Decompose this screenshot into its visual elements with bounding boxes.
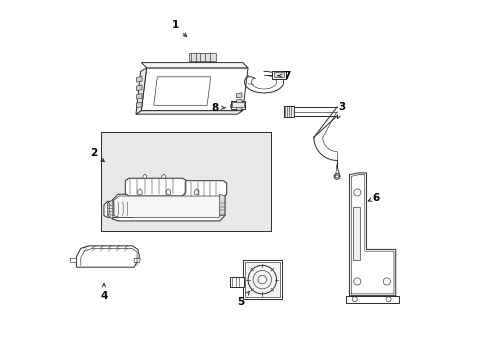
Polygon shape — [104, 201, 136, 217]
Text: 7: 7 — [277, 71, 290, 81]
Polygon shape — [138, 189, 142, 194]
Text: 1: 1 — [171, 20, 186, 37]
Polygon shape — [70, 258, 77, 262]
Polygon shape — [107, 199, 113, 219]
Polygon shape — [143, 174, 146, 178]
Bar — [283, 106, 293, 117]
Polygon shape — [137, 102, 142, 108]
Bar — [229, 104, 231, 107]
Polygon shape — [125, 178, 185, 196]
Bar — [230, 277, 244, 287]
Polygon shape — [141, 68, 247, 111]
Bar — [273, 72, 284, 77]
Polygon shape — [166, 189, 170, 194]
Polygon shape — [349, 173, 395, 296]
Bar — [242, 260, 281, 299]
Bar — [189, 53, 216, 61]
Text: 5: 5 — [237, 292, 249, 307]
Text: 4: 4 — [100, 283, 107, 301]
Bar — [352, 207, 359, 260]
Polygon shape — [194, 189, 199, 194]
Polygon shape — [236, 99, 242, 104]
Polygon shape — [153, 77, 210, 105]
Polygon shape — [113, 194, 224, 221]
Bar — [244, 262, 280, 297]
Text: 6: 6 — [367, 193, 379, 203]
Polygon shape — [137, 94, 142, 99]
Polygon shape — [162, 174, 165, 178]
Text: 3: 3 — [337, 102, 346, 118]
Polygon shape — [236, 93, 242, 98]
Bar — [232, 103, 244, 107]
Polygon shape — [236, 105, 242, 111]
Bar — [230, 101, 244, 109]
Bar — [101, 132, 271, 230]
Polygon shape — [114, 196, 223, 217]
Polygon shape — [137, 76, 142, 82]
Polygon shape — [77, 246, 139, 267]
Bar — [272, 71, 285, 78]
Polygon shape — [137, 85, 142, 91]
Text: 8: 8 — [211, 103, 224, 113]
Polygon shape — [180, 181, 226, 198]
Text: 2: 2 — [89, 148, 104, 162]
Polygon shape — [141, 63, 247, 68]
Polygon shape — [136, 68, 146, 114]
Polygon shape — [136, 111, 242, 114]
Polygon shape — [219, 194, 224, 216]
Polygon shape — [134, 258, 140, 262]
